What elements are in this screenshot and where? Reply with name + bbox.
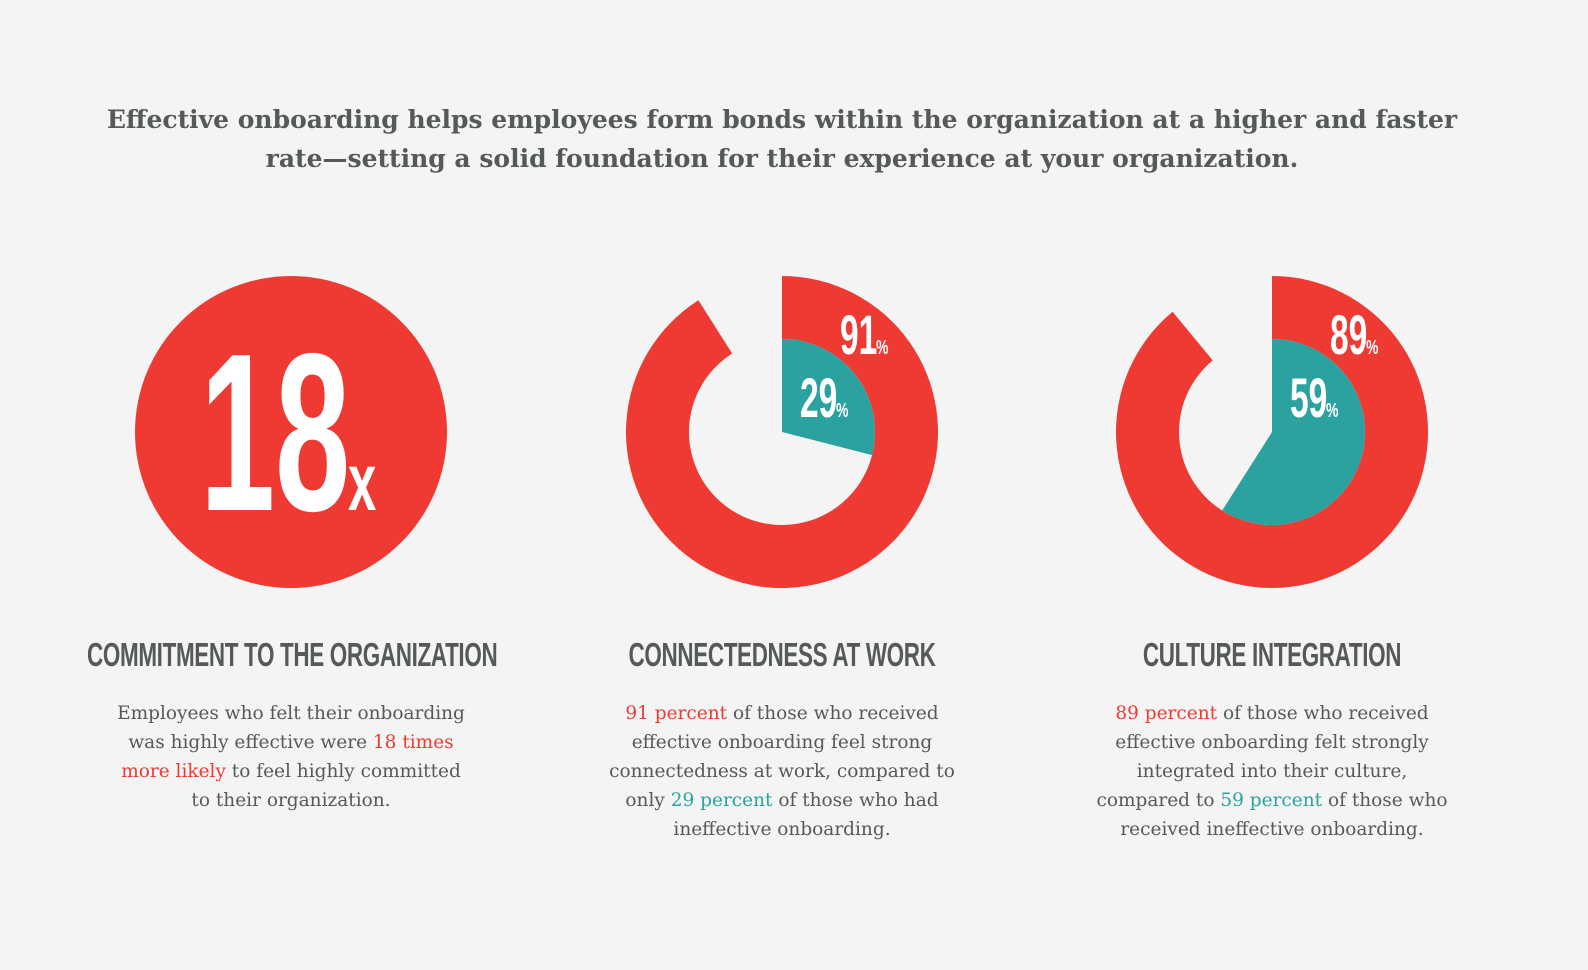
stat-description-commitment: Employees who felt their onboarding was h…	[61, 699, 521, 815]
data-label-value: 29	[800, 366, 837, 429]
headline: Effective onboarding helps employees for…	[0, 100, 1564, 178]
pie-segment-ineffective	[782, 339, 875, 456]
highlight-text: 59 percent	[1220, 790, 1323, 811]
headline-line: Effective onboarding helps employees for…	[106, 105, 1458, 134]
description-line: ineffective onboarding.	[552, 815, 1012, 844]
description-text: compared to	[1096, 790, 1221, 811]
headline-line: rate—setting a solid foundation for thei…	[265, 144, 1299, 173]
description-text: ineffective onboarding.	[673, 819, 891, 840]
description-line: 89 percent of those who received	[1042, 699, 1502, 728]
stat-description-culture: 89 percent of those who received effectiv…	[1042, 699, 1502, 844]
stat-title-commitment: COMMITMENT TO THE ORGANIZATION	[87, 636, 498, 673]
description-line: Employees who felt their onboarding	[61, 699, 521, 728]
highlight-text: 29 percent	[670, 790, 773, 811]
description-line: effective onboarding feel strong	[552, 728, 1012, 757]
stat-title-connectedness: CONNECTEDNESS AT WORK	[628, 636, 936, 673]
data-label-unit: %	[836, 398, 848, 421]
pie-segment-ineffective	[1222, 339, 1366, 525]
data-label-unit: %	[1326, 398, 1338, 421]
description-text: integrated into their culture,	[1136, 761, 1408, 782]
description-line: only 29 percent of those who had	[552, 786, 1012, 815]
description-text: to their organization.	[191, 790, 391, 811]
stat-value: 18	[200, 307, 350, 558]
data-label-unit: %	[876, 335, 888, 358]
data-label-value: 89	[1330, 303, 1367, 366]
data-label-value: 59	[1290, 366, 1327, 429]
stat-unit: x	[348, 437, 376, 528]
description-text: connectedness at work, compared to	[609, 761, 955, 782]
description-line: was highly effective were 18 times	[61, 728, 521, 757]
description-line: 91 percent of those who received	[552, 699, 1012, 728]
description-text: of those who	[1322, 790, 1448, 811]
stat-description-connectedness: 91 percent of those who received effectiv…	[552, 699, 1012, 844]
description-text: Employees who felt their onboarding	[117, 703, 465, 724]
stat-circle	[135, 276, 447, 588]
description-line: received ineffective onboarding.	[1042, 815, 1502, 844]
description-line: connectedness at work, compared to	[552, 757, 1012, 786]
donut-segment-effective	[626, 276, 938, 588]
stat-title-culture: CULTURE INTEGRATION	[1142, 636, 1402, 673]
highlight-text: 18 times	[372, 732, 454, 753]
highlight-text: more likely	[121, 761, 226, 782]
description-line: to their organization.	[61, 786, 521, 815]
description-text: of those who received	[727, 703, 939, 724]
data-label-value: 91	[840, 303, 877, 366]
description-text: was highly effective were	[128, 732, 373, 753]
description-line: compared to 59 percent of those who	[1042, 786, 1502, 815]
description-text: received ineffective onboarding.	[1120, 819, 1424, 840]
description-text: effective onboarding feel strong	[631, 732, 933, 753]
description-text: of those who had	[772, 790, 939, 811]
highlight-text: 89 percent	[1115, 703, 1218, 724]
description-text: to feel highly committed	[225, 761, 461, 782]
description-line: integrated into their culture,	[1042, 757, 1502, 786]
description-text: effective onboarding felt strongly	[1115, 732, 1429, 753]
description-text: only	[625, 790, 671, 811]
description-line: more likely to feel highly committed	[61, 757, 521, 786]
description-text: of those who received	[1217, 703, 1429, 724]
highlight-text: 91 percent	[625, 703, 728, 724]
description-line: effective onboarding felt strongly	[1042, 728, 1502, 757]
donut-segment-effective	[1116, 276, 1428, 589]
data-label-unit: %	[1366, 335, 1378, 358]
